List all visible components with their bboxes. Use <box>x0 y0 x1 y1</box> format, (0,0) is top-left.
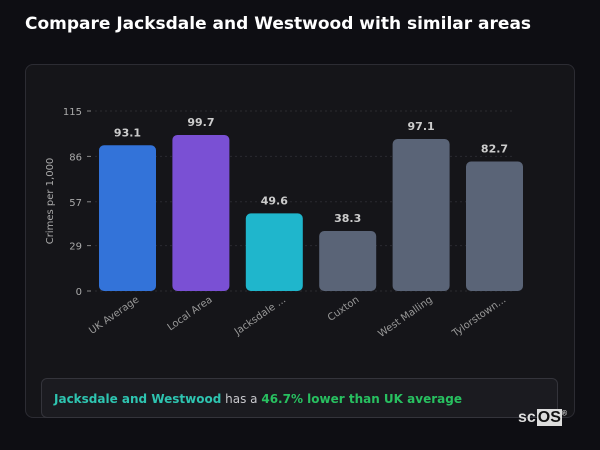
logo-text-a: sc <box>518 409 536 426</box>
bar-value-label: 99.7 <box>187 116 214 129</box>
x-tick-label: West Malling <box>376 294 434 339</box>
summary-box: Jacksdale and Westwood has a 46.7% lower… <box>41 378 558 418</box>
y-tick-label: 0 <box>76 287 82 298</box>
scos-logo: sc OS® <box>517 409 567 427</box>
bar[interactable] <box>172 134 230 291</box>
bar[interactable] <box>99 145 156 291</box>
bar-value-label: 38.3 <box>334 212 361 225</box>
summary-middle: has a <box>221 392 262 406</box>
logo-text-b: OS <box>536 409 562 426</box>
bar-value-label: 97.1 <box>408 120 435 133</box>
x-tick-label: Cuxton <box>326 294 361 323</box>
summary-area: Jacksdale and Westwood <box>54 392 222 406</box>
y-tick-label: 86 <box>69 152 82 163</box>
bar-value-label: 82.7 <box>481 143 508 156</box>
page-title: Compare Jacksdale and Westwood with simi… <box>25 14 532 34</box>
bar-value-label: 49.6 <box>261 194 288 207</box>
logo-mark: ® <box>561 410 568 418</box>
bar[interactable] <box>319 231 377 291</box>
y-axis-label: Crimes per 1,000 <box>45 158 56 245</box>
y-tick-label: 115 <box>63 107 82 118</box>
bar-value-label: 93.1 <box>114 126 141 139</box>
bar[interactable] <box>392 139 450 291</box>
y-tick-label: 57 <box>69 198 82 209</box>
x-tick-label: Local Area <box>166 294 215 333</box>
x-tick-label: Tylorstown... <box>450 294 509 340</box>
x-tick-label: Jacksdale ... <box>232 294 288 338</box>
x-tick-label: UK Average <box>87 294 141 336</box>
bar[interactable] <box>466 161 523 291</box>
y-tick-label: 29 <box>69 242 82 253</box>
summary-result: 46.7% lower than UK average <box>261 392 462 406</box>
bar[interactable] <box>245 213 303 291</box>
